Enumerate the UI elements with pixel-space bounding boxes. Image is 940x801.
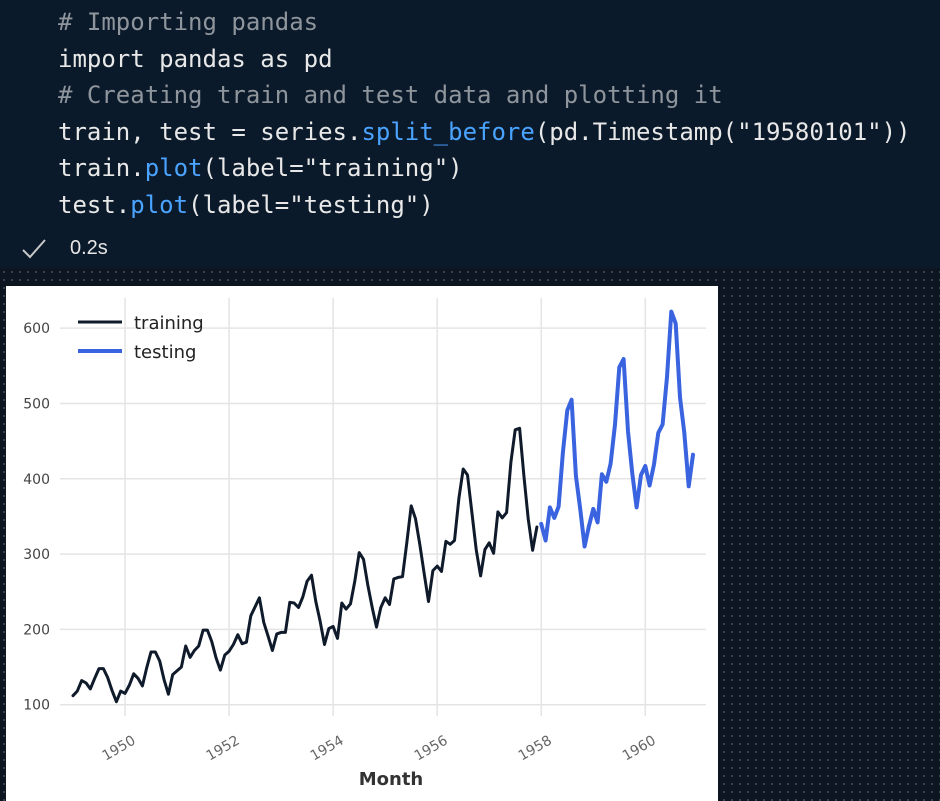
series-line-training [71,426,539,704]
x-tick-label: 1950 [100,733,139,765]
code-token: train, test = series. [58,117,362,146]
y-tick-label: 400 [23,472,50,488]
y-tick-label: 600 [23,321,50,337]
code-token: split_before [361,117,535,146]
code-line: import pandas as pd [58,41,911,78]
code-token: plot [130,190,189,219]
legend-label: training [134,313,204,334]
code-line: train, test = series.split_before(pd.Tim… [58,114,911,151]
code-token: plot [144,154,203,182]
x-axis-label: Month [359,769,424,790]
code-cell[interactable]: # Importing pandas import pandas as pd # C… [0,0,940,232]
code-token: test. [58,190,131,219]
line-chart: 100 200 300 400 500 600 1950 1952 1954 1956 1958 19… [23,298,706,790]
code-line: # Importing pandas [58,4,911,41]
series-line-testing [539,309,695,549]
x-tick-label: 1958 [516,733,555,765]
x-tick-label: 1956 [412,733,451,765]
y-tick-label: 300 [23,547,50,563]
code-line: test.plot(label="testing") [58,187,911,224]
code-line: train.plot(label="training") [58,150,911,187]
code-token: (label="testing") [188,190,434,219]
code-token: train. [58,154,145,182]
code-token: # Creating train and test data and plott… [58,81,723,109]
code-token: (pd.Timestamp("19580101")) [534,117,911,146]
x-tick-label: 1954 [308,733,347,765]
x-tick-label: 1952 [204,733,243,765]
legend-label: testing [134,342,196,363]
execution-time: 0.2s [70,237,108,259]
cell-status-row: 0.2s [0,232,940,268]
code-token: (label="training") [202,154,463,182]
y-tick-label: 200 [23,622,50,638]
code-token: # Importing pandas [58,8,319,36]
code-line: # Creating train and test data and plott… [58,77,911,114]
code-token: import pandas as pd [58,44,333,73]
code-editor[interactable]: # Importing pandas import pandas as pd # C… [58,4,911,223]
check-icon [22,239,46,259]
plot-output: 100 200 300 400 500 600 1950 1952 1954 1956 1958 19… [6,286,718,801]
x-tick-label: 1960 [620,733,659,765]
y-tick-label: 100 [23,698,50,714]
y-tick-label: 500 [23,396,50,412]
